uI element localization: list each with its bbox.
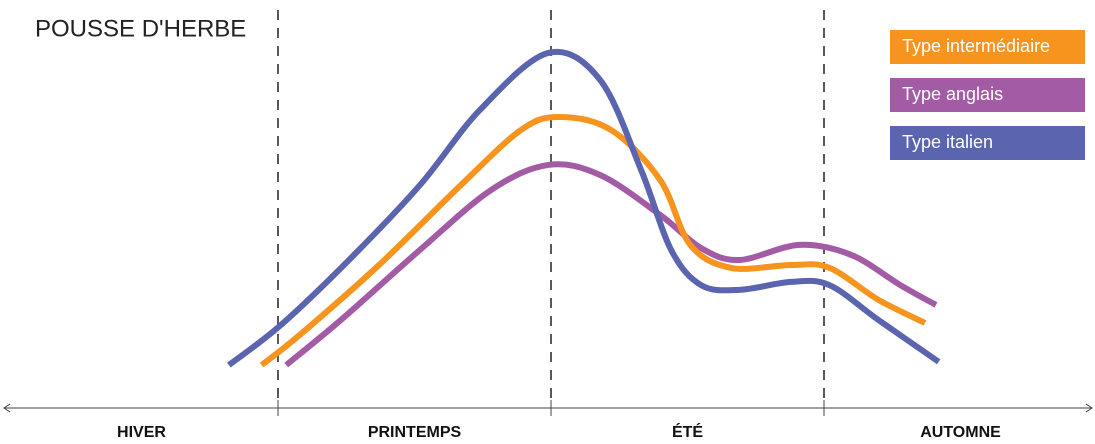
x-tick-label: AUTOMNE (920, 424, 1001, 441)
legend-label: Type anglais (902, 84, 1003, 104)
axis (3, 403, 1093, 413)
legend-swatch (890, 30, 1085, 64)
series-line (284, 161, 938, 368)
chart-title: POUSSE D'HERBE (35, 15, 246, 42)
legend-swatch (890, 126, 1085, 160)
x-tick-label: ÉTÉ (672, 422, 703, 441)
axis-arrows (3, 403, 1093, 413)
legend-label: Type intermédiaire (902, 36, 1050, 56)
legend-label: Type italien (902, 132, 993, 152)
series-line (227, 48, 941, 368)
series-line (259, 114, 927, 368)
x-tick-label: PRINTEMPS (368, 424, 462, 441)
legend-swatch (890, 78, 1085, 112)
x-tick-label: HIVER (117, 424, 166, 441)
